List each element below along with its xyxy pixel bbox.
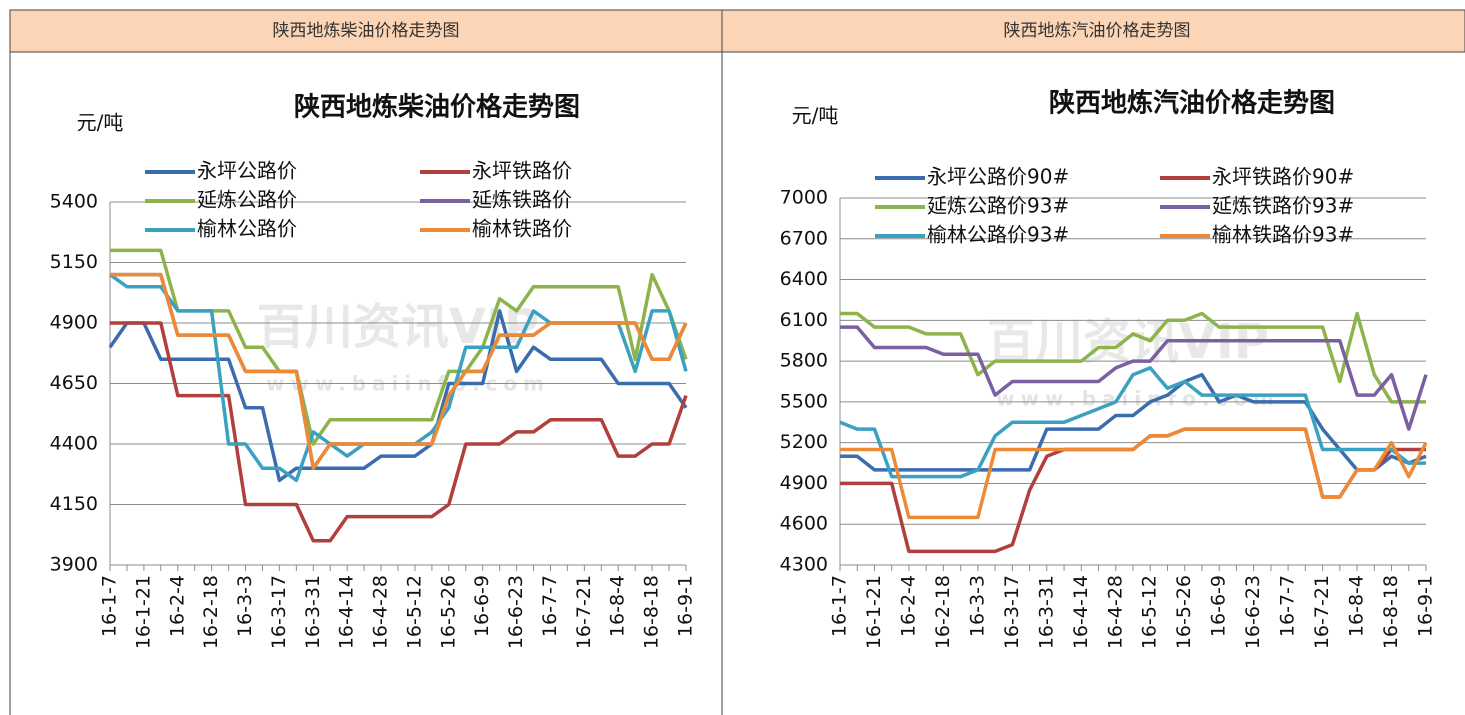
x-tick-label: 16-2-18 (932, 575, 954, 649)
y-tick-label: 4400 (50, 433, 98, 455)
y-tick-label: 4600 (780, 513, 828, 535)
x-tick-label: 16-1-21 (863, 575, 885, 649)
series-line (110, 321, 688, 543)
legend-label: 榆林铁路价93# (1212, 223, 1354, 247)
x-tick-label: 16-3-3 (966, 575, 988, 637)
legend-label: 永坪铁路价90# (1212, 165, 1354, 189)
header-cell (9, 9, 723, 53)
y-tick-label: 6700 (780, 227, 828, 249)
x-tick-label: 16-7-7 (539, 575, 561, 637)
x-tick-label: 16-4-14 (1070, 575, 1092, 649)
x-tick-label: 16-2-18 (200, 575, 222, 649)
legend-label: 延炼铁路价93# (1212, 194, 1354, 218)
x-tick-label: 16-4-28 (370, 575, 392, 649)
x-tick-label: 16-3-3 (234, 575, 256, 637)
y-tick-label: 5500 (780, 390, 828, 412)
x-tick-label: 16-4-14 (336, 575, 358, 649)
x-tick-label: 16-1-7 (99, 575, 121, 637)
header-text: 陕西地炼柴油价格走势图 (273, 21, 460, 41)
chart-title: 陕西地炼汽油价格走势图 (1049, 88, 1335, 119)
legend-label: 榆林公路价93# (927, 223, 1069, 247)
x-tick-label: 16-3-31 (1035, 575, 1057, 649)
x-tick-label: 16-5-12 (403, 575, 425, 649)
y-tick-label: 4150 (50, 493, 98, 515)
x-tick-label: 16-2-4 (166, 575, 188, 637)
x-tick-label: 16-5-26 (437, 575, 459, 649)
watermark: www.baiinfo.com (996, 387, 1280, 411)
y-tick-label: 4650 (50, 372, 98, 394)
y-unit: 元/吨 (792, 104, 839, 128)
x-tick-label: 16-1-21 (132, 575, 154, 649)
series-line (840, 427, 1428, 520)
chart-title: 陕西地炼柴油价格走势图 (294, 92, 580, 123)
x-tick-label: 16-8-18 (641, 575, 663, 649)
legend-label: 榆林公路价 (197, 217, 297, 241)
y-tick-label: 5200 (780, 431, 828, 453)
x-tick-label: 16-5-26 (1173, 575, 1195, 649)
x-tick-label: 16-9-1 (675, 575, 697, 637)
x-tick-label: 16-1-7 (829, 575, 851, 637)
legend-label: 永坪铁路价 (472, 159, 572, 183)
series-line (839, 366, 1426, 479)
y-tick-label: 6400 (780, 268, 828, 290)
y-unit: 元/吨 (77, 111, 124, 135)
x-tick-label: 16-8-4 (607, 575, 629, 637)
x-tick-label: 16-6-9 (1208, 575, 1230, 637)
x-tick-label: 16-7-7 (1277, 575, 1299, 637)
header-text: 陕西地炼汽油价格走势图 (1004, 21, 1191, 41)
y-tick-label: 4900 (50, 312, 98, 334)
y-tick-label: 5150 (50, 251, 98, 273)
x-tick-label: 16-6-9 (471, 575, 493, 637)
series-line (110, 272, 688, 470)
x-tick-label: 16-8-18 (1380, 575, 1402, 649)
x-tick-label: 16-3-31 (302, 575, 324, 649)
x-tick-label: 16-6-23 (1242, 575, 1264, 649)
x-tick-label: 16-4-28 (1104, 575, 1126, 649)
y-tick-label: 3900 (50, 554, 98, 576)
header-cell (721, 9, 1465, 53)
y-tick-label: 4300 (780, 554, 828, 576)
x-tick-label: 16-3-17 (1001, 575, 1023, 649)
y-tick-label: 5800 (780, 350, 828, 372)
legend-label: 延炼铁路价 (472, 188, 572, 212)
series-line (840, 311, 1426, 404)
y-tick-label: 6100 (780, 309, 828, 331)
series-line (108, 309, 688, 483)
y-tick-label: 7000 (780, 187, 828, 209)
legend-label: 延炼公路价93# (927, 194, 1069, 218)
legend-label: 永坪公路价 (197, 159, 297, 183)
x-tick-label: 16-2-4 (897, 575, 919, 637)
x-tick-label: 16-7-21 (1311, 575, 1333, 649)
y-tick-label: 4900 (780, 472, 828, 494)
series-line (840, 372, 1427, 472)
legend-label: 永坪公路价90# (927, 165, 1069, 189)
series-line (840, 325, 1428, 431)
legend-label: 延炼公路价 (197, 188, 297, 212)
x-tick-label: 16-7-21 (573, 575, 595, 649)
x-tick-label: 16-5-12 (1139, 575, 1161, 649)
x-tick-label: 16-8-4 (1346, 575, 1368, 637)
x-tick-label: 16-3-17 (268, 575, 290, 649)
y-tick-label: 5400 (50, 191, 98, 213)
legend-label: 榆林铁路价 (472, 217, 572, 241)
x-tick-label: 16-9-1 (1415, 575, 1437, 637)
x-tick-label: 16-6-23 (505, 575, 527, 649)
